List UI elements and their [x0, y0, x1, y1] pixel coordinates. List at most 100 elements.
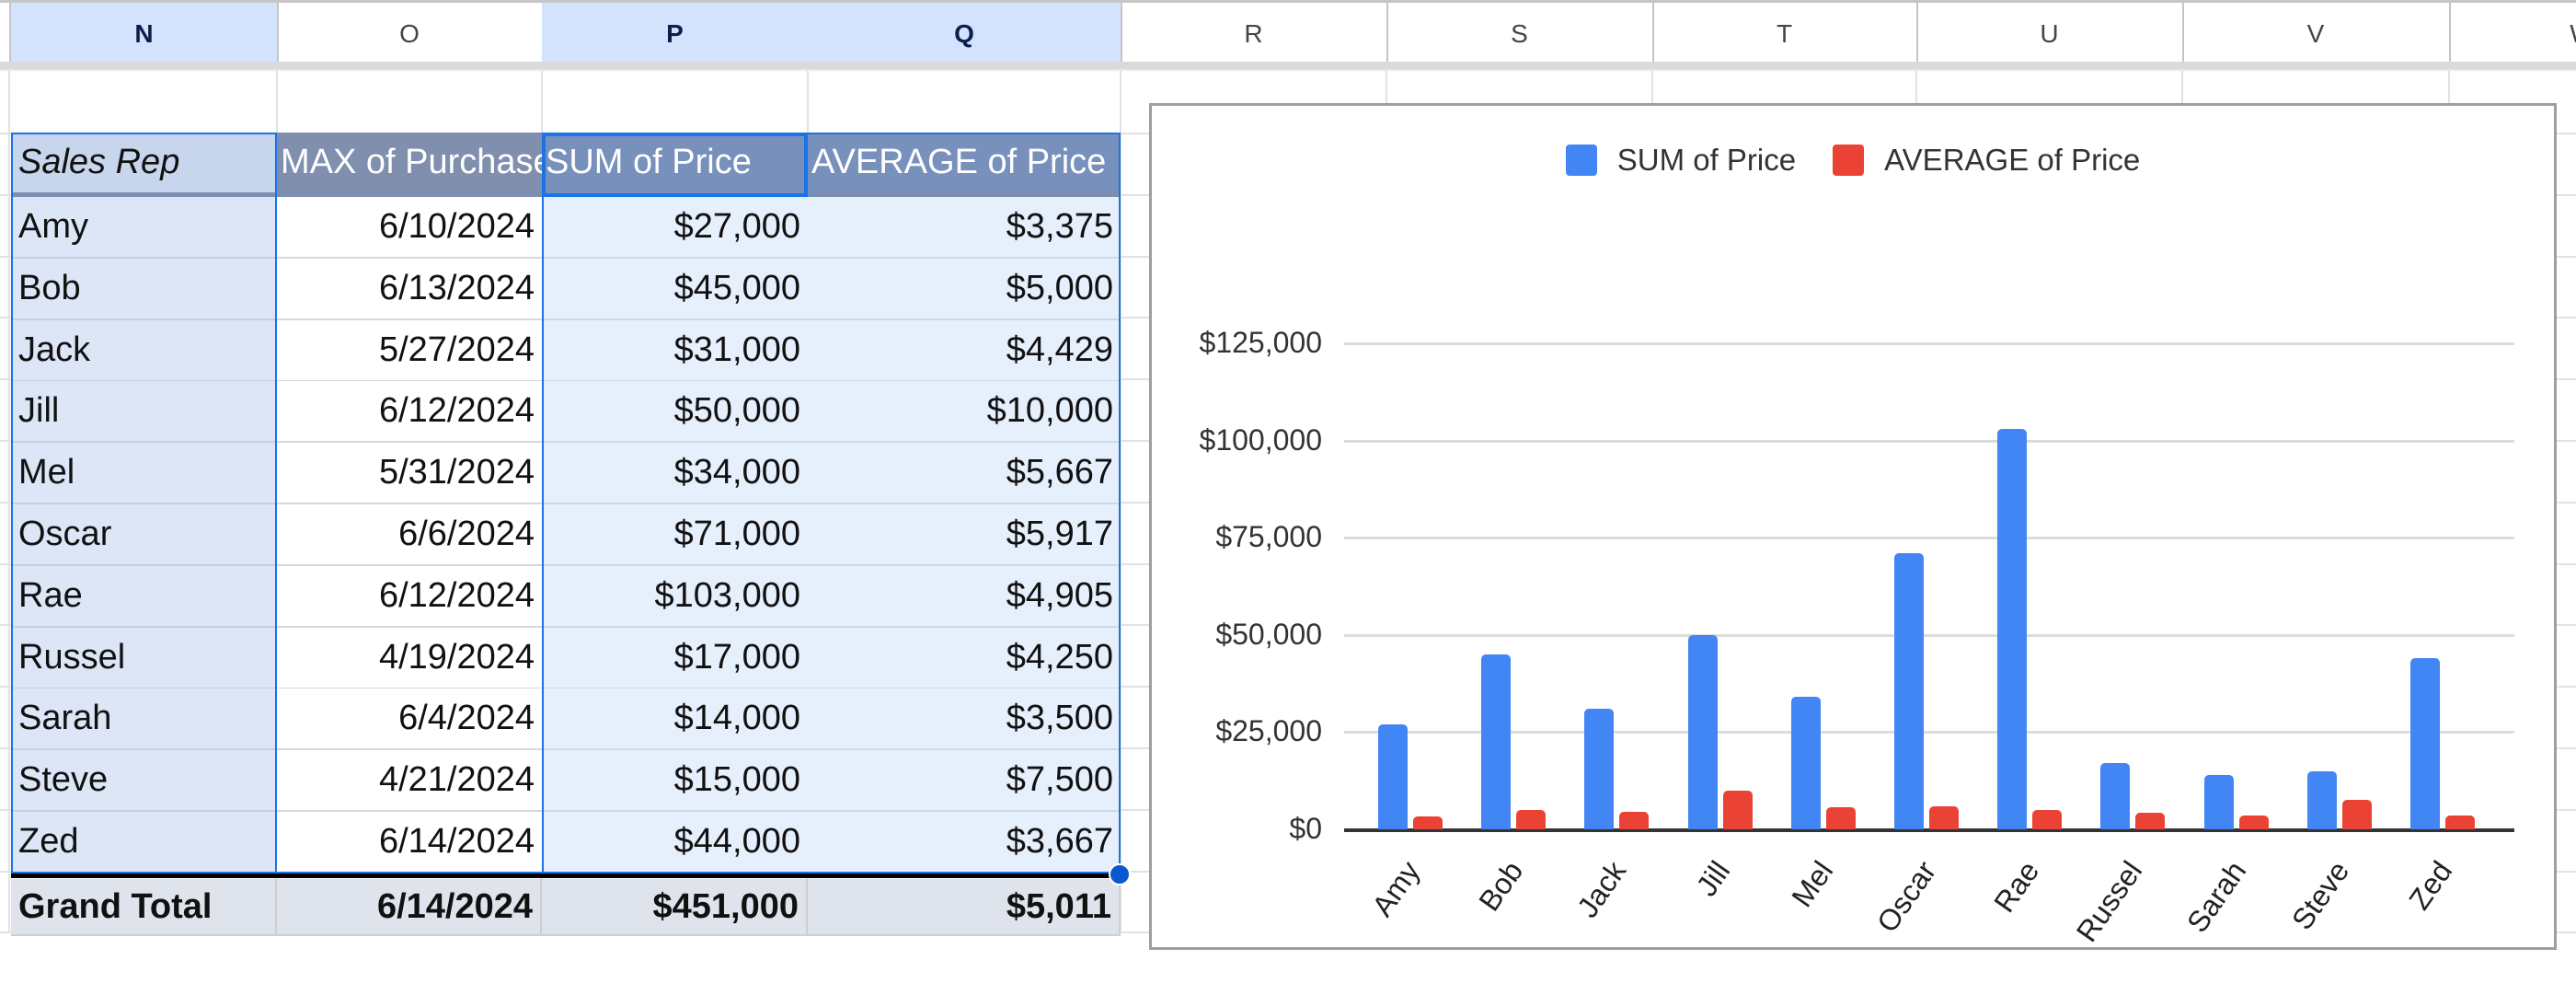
bar-sum-of-price[interactable] [1894, 553, 1924, 829]
row-label-cell[interactable]: Mel [11, 443, 277, 504]
y-axis-tick-label: $25,000 [1215, 714, 1322, 748]
grand-total-label[interactable]: Grand Total [11, 879, 277, 936]
table-cell[interactable]: $17,000 [542, 628, 808, 689]
bar-sum-of-price[interactable] [1790, 697, 1821, 829]
bar-sum-of-price[interactable] [2410, 658, 2440, 829]
table-cell[interactable]: $15,000 [542, 750, 808, 812]
table-cell[interactable]: $31,000 [542, 320, 808, 382]
header-sales-rep[interactable]: Sales Rep [11, 133, 277, 197]
column-header-s[interactable]: S [1386, 3, 1654, 64]
bar-average-of-price[interactable] [1722, 790, 1753, 829]
column-header-o[interactable]: O [277, 3, 544, 64]
table-cell[interactable]: $3,375 [808, 197, 1121, 259]
row-label-cell[interactable]: Russel [11, 628, 277, 689]
table-cell[interactable]: 6/6/2024 [277, 504, 542, 566]
row-label-cell[interactable]: Rae [11, 566, 277, 628]
header-average-of-price[interactable]: AVERAGE of Price [808, 133, 1121, 197]
bar-sum-of-price[interactable] [1687, 634, 1718, 829]
row-label-cell[interactable]: Bob [11, 259, 277, 320]
row-label-cell[interactable]: Sarah [11, 688, 277, 750]
table-cell[interactable]: 4/19/2024 [277, 628, 542, 689]
grand-total-cell[interactable]: $451,000 [542, 879, 808, 936]
table-cell[interactable]: 6/14/2024 [277, 812, 542, 874]
row-label-cell[interactable]: Amy [11, 197, 277, 259]
table-cell[interactable]: 5/27/2024 [277, 320, 542, 382]
column-header-u[interactable]: U [1916, 3, 2184, 64]
table-cell[interactable]: $7,500 [808, 750, 1121, 812]
column-header-v[interactable]: V [2182, 3, 2451, 64]
table-cell[interactable]: $10,000 [808, 381, 1121, 443]
bar-sum-of-price[interactable] [1997, 428, 2028, 829]
bar-sum-of-price[interactable] [1481, 654, 1512, 829]
legend-item-sum[interactable]: SUM of Price [1565, 143, 1796, 178]
table-cell[interactable]: $5,000 [808, 259, 1121, 320]
x-axis-tick-label: Mel [1785, 854, 1840, 913]
bar-sum-of-price[interactable] [1584, 709, 1615, 829]
table-cell[interactable]: $71,000 [542, 504, 808, 566]
chart-gridline [1344, 731, 2514, 735]
frozen-row-divider[interactable] [0, 62, 2576, 71]
column-chart[interactable]: SUM of Price AVERAGE of Price $0 $25,000 $… [1149, 103, 2557, 950]
table-cell[interactable]: 6/10/2024 [277, 197, 542, 259]
grand-total-cell[interactable]: 6/14/2024 [277, 879, 542, 936]
bar-average-of-price[interactable] [2135, 813, 2166, 829]
column-header-w[interactable]: W [2449, 3, 2576, 64]
column-header-t[interactable]: T [1652, 3, 1918, 64]
table-cell[interactable]: $44,000 [542, 812, 808, 874]
x-axis-tick-label: Sarah [2179, 854, 2252, 939]
column-header-n[interactable]: N [11, 3, 279, 64]
legend-swatch-sum-icon [1565, 145, 1597, 176]
table-cell[interactable]: $34,000 [542, 443, 808, 504]
header-sum-of-price[interactable]: SUM of Price [542, 133, 808, 197]
x-axis-tick-label: Rae [1987, 854, 2046, 919]
table-cell[interactable]: $45,000 [542, 259, 808, 320]
table-cell[interactable]: 6/12/2024 [277, 381, 542, 443]
row-label-cell[interactable]: Steve [11, 750, 277, 812]
table-cell[interactable]: $103,000 [542, 566, 808, 628]
column-header-q[interactable]: Q [808, 3, 1122, 64]
table-cell[interactable]: $5,917 [808, 504, 1121, 566]
bar-sum-of-price[interactable] [2203, 774, 2234, 829]
table-cell[interactable]: $4,905 [808, 566, 1121, 628]
fill-handle[interactable] [1109, 863, 1131, 885]
legend-label-average: AVERAGE of Price [1884, 143, 2141, 177]
header-max-purchase-date[interactable]: MAX of Purchase [277, 133, 542, 197]
table-cell[interactable]: 6/12/2024 [277, 566, 542, 628]
row-label-cell[interactable]: Jack [11, 320, 277, 382]
x-axis-tick-label: Jill [1689, 854, 1736, 903]
bar-average-of-price[interactable] [2445, 815, 2475, 829]
table-cell[interactable]: $14,000 [542, 688, 808, 750]
column-header-r[interactable]: R [1121, 3, 1388, 64]
table-cell[interactable]: 4/21/2024 [277, 750, 542, 812]
table-cell[interactable]: $5,667 [808, 443, 1121, 504]
bar-average-of-price[interactable] [2032, 810, 2063, 829]
table-cell[interactable]: $4,429 [808, 320, 1121, 382]
bar-average-of-price[interactable] [1516, 809, 1547, 829]
bar-average-of-price[interactable] [2238, 816, 2269, 829]
table-cell[interactable]: $3,667 [808, 812, 1121, 874]
table-cell[interactable]: 6/4/2024 [277, 688, 542, 750]
chart-gridline [1344, 537, 2514, 540]
table-cell[interactable]: $50,000 [542, 381, 808, 443]
table-cell[interactable]: $4,250 [808, 628, 1121, 689]
bar-sum-of-price[interactable] [2306, 770, 2337, 829]
grand-total-cell[interactable]: $5,011 [808, 879, 1121, 936]
bar-average-of-price[interactable] [1825, 807, 1856, 829]
column-header-p[interactable]: P [542, 3, 810, 64]
table-cell[interactable]: $27,000 [542, 197, 808, 259]
row-label-cell[interactable]: Oscar [11, 504, 277, 566]
bar-average-of-price[interactable] [1413, 816, 1443, 829]
chart-gridline [1344, 439, 2514, 443]
bar-average-of-price[interactable] [2341, 800, 2372, 829]
bar-average-of-price[interactable] [1929, 806, 1959, 829]
select-all-corner[interactable] [0, 3, 11, 64]
bar-average-of-price[interactable] [1619, 812, 1650, 829]
row-label-cell[interactable]: Zed [11, 812, 277, 874]
table-cell[interactable]: 6/13/2024 [277, 259, 542, 320]
table-cell[interactable]: $3,500 [808, 688, 1121, 750]
bar-sum-of-price[interactable] [2100, 763, 2131, 829]
bar-sum-of-price[interactable] [1378, 723, 1408, 829]
legend-item-average[interactable]: AVERAGE of Price [1833, 143, 2140, 178]
row-label-cell[interactable]: Jill [11, 381, 277, 443]
table-cell[interactable]: 5/31/2024 [277, 443, 542, 504]
